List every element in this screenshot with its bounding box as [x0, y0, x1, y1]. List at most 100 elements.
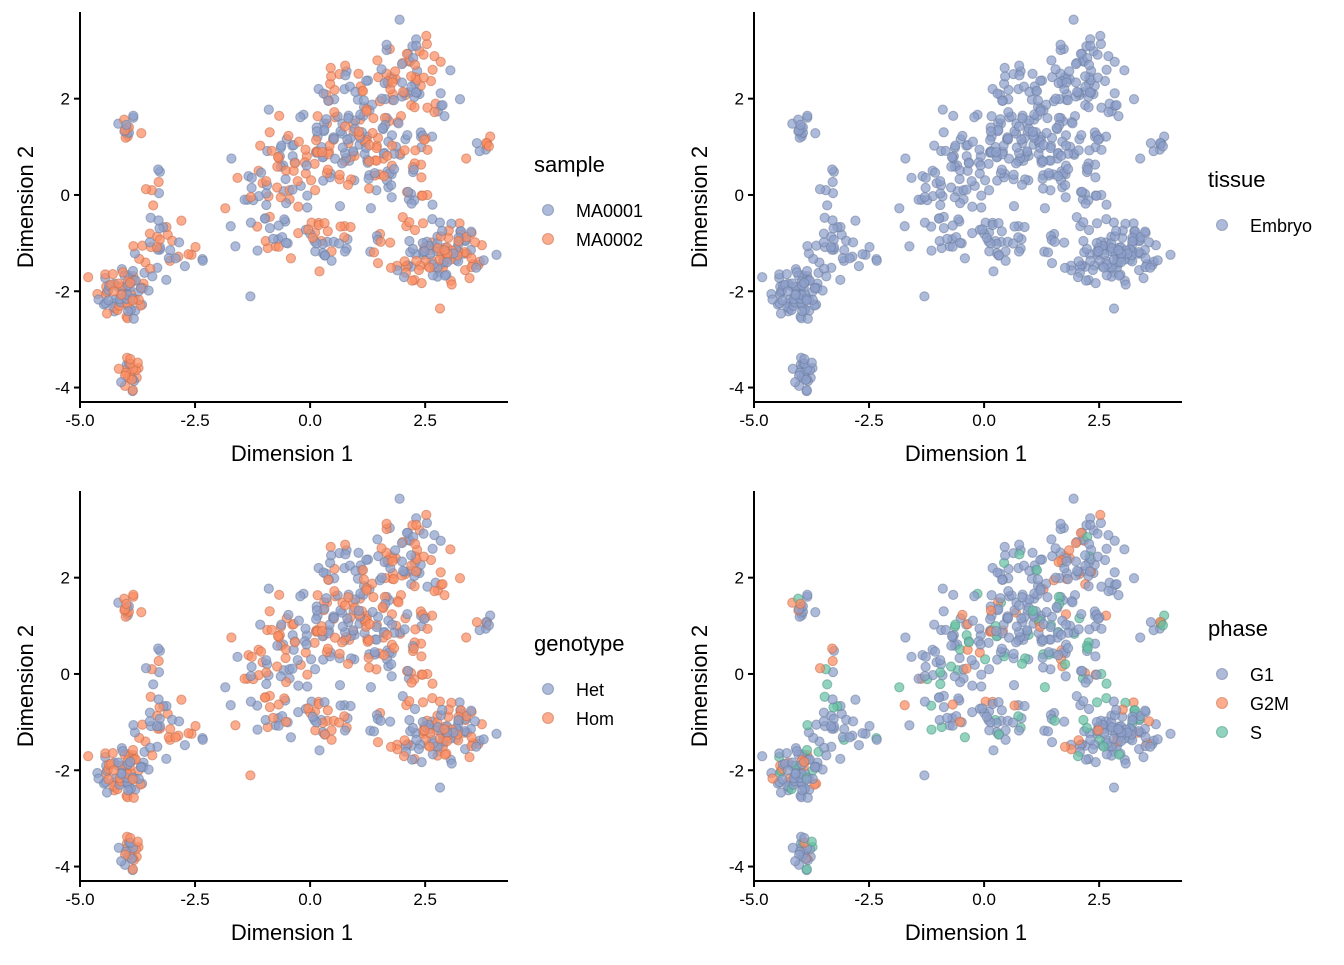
x-axis-title: Dimension 1: [231, 920, 353, 945]
data-point: [183, 728, 194, 739]
data-point: [386, 192, 397, 203]
y-tick-label: 2: [735, 569, 744, 588]
data-point: [1108, 696, 1120, 707]
data-point: [1041, 606, 1052, 618]
data-point: [453, 236, 464, 247]
data-point: [1120, 279, 1131, 290]
data-point: [353, 126, 364, 137]
data-point: [309, 664, 321, 675]
data-point: [825, 242, 837, 253]
x-tick-label: 0.0: [298, 890, 322, 909]
data-point: [339, 725, 351, 736]
data-point: [280, 173, 291, 185]
data-point: [264, 701, 276, 713]
data-point: [311, 605, 323, 616]
data-point: [988, 266, 999, 277]
data-point: [1108, 782, 1120, 793]
data-point: [312, 111, 323, 122]
legend-label: MA0002: [576, 230, 643, 250]
data-point: [340, 549, 351, 560]
data-point: [821, 271, 832, 282]
data-point: [1037, 662, 1049, 673]
data-point: [991, 146, 1002, 158]
data-point: [1035, 106, 1046, 117]
data-point: [148, 679, 159, 690]
data-point: [329, 106, 340, 118]
data-point: [363, 662, 375, 673]
data-point: [411, 519, 422, 531]
data-point: [439, 245, 450, 256]
data-point: [422, 623, 433, 635]
data-point: [919, 191, 930, 203]
data-point: [1113, 749, 1125, 760]
data-point: [329, 632, 341, 643]
data-point: [368, 112, 379, 124]
data-point: [795, 119, 806, 131]
data-point: [802, 110, 813, 121]
data-point: [1014, 60, 1025, 71]
data-point: [1127, 236, 1138, 247]
data-point: [334, 200, 346, 212]
data-point: [399, 145, 410, 156]
data-point: [382, 629, 393, 641]
data-point: [1091, 697, 1103, 708]
data-point: [107, 747, 118, 759]
data-point: [329, 585, 340, 597]
legend-key: [541, 711, 555, 725]
data-point: [393, 118, 404, 129]
data-point: [125, 353, 136, 365]
data-point: [386, 619, 398, 630]
data-point: [1014, 70, 1025, 81]
data-point: [413, 264, 425, 276]
data-point: [940, 145, 951, 157]
legend-label: G2M: [1250, 694, 1289, 714]
data-point: [949, 192, 960, 203]
data-point: [1103, 106, 1114, 118]
data-point: [342, 134, 353, 145]
data-point: [1085, 734, 1096, 746]
data-point: [1091, 716, 1102, 728]
data-point: [935, 667, 946, 678]
data-point: [285, 253, 297, 264]
data-point: [271, 661, 283, 672]
data-point: [1053, 650, 1064, 661]
data-point: [1019, 700, 1030, 712]
data-point: [899, 700, 910, 711]
data-point: [986, 590, 997, 601]
data-point: [225, 700, 236, 711]
data-point: [1016, 613, 1027, 624]
data-point: [1138, 272, 1149, 284]
data-point: [801, 774, 812, 785]
data-point: [787, 757, 798, 768]
data-point: [329, 153, 341, 164]
data-point: [340, 70, 351, 81]
data-point: [404, 696, 415, 707]
data-point: [232, 172, 243, 184]
data-point: [976, 681, 987, 692]
x-axis-title: Dimension 1: [905, 920, 1027, 945]
data-point: [967, 680, 978, 691]
data-point: [1152, 734, 1163, 745]
data-point: [959, 253, 971, 264]
data-point: [1068, 493, 1079, 504]
y-tick-label: 0: [735, 665, 744, 684]
data-point: [429, 50, 440, 62]
data-point: [1087, 743, 1099, 755]
data-point: [946, 151, 958, 163]
data-point: [108, 765, 119, 776]
data-point: [967, 136, 979, 147]
data-point: [1008, 169, 1019, 180]
data-point: [176, 694, 187, 705]
data-point: [419, 613, 430, 625]
data-point: [1060, 180, 1071, 191]
data-point: [402, 665, 414, 677]
data-point: [864, 720, 875, 732]
data-point: [1078, 235, 1089, 247]
data-point: [1127, 715, 1138, 726]
data-point: [405, 71, 417, 82]
data-point: [226, 153, 237, 164]
data-point: [418, 72, 429, 83]
data-point: [424, 262, 435, 273]
data-point: [335, 221, 346, 232]
data-point: [1109, 56, 1120, 67]
